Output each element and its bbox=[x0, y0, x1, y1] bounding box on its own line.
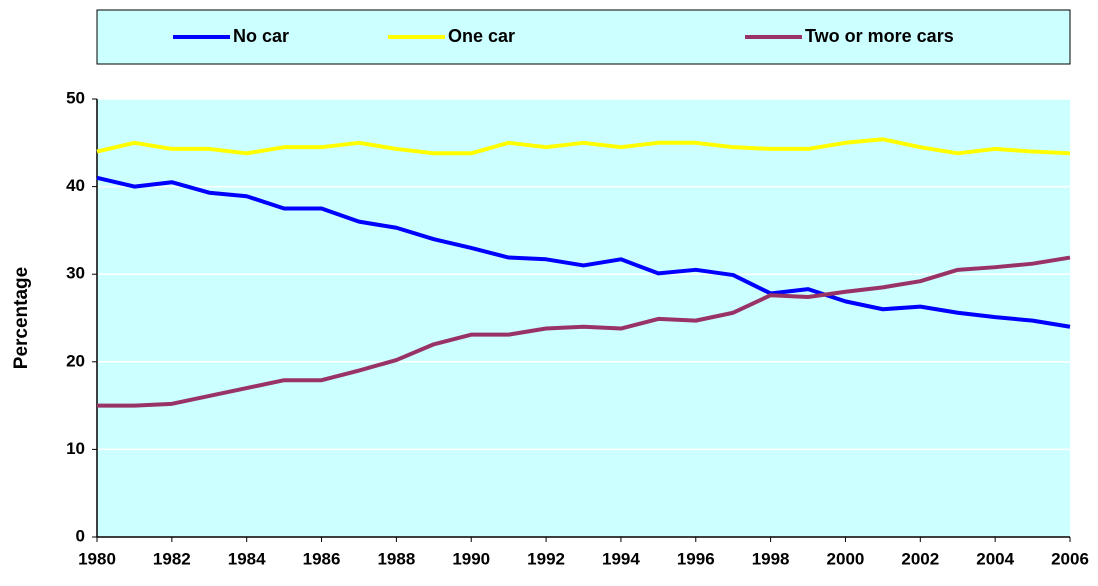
y-tick-label: 10 bbox=[66, 439, 85, 458]
x-tick-label: 1986 bbox=[303, 549, 341, 568]
plot-area bbox=[97, 99, 1070, 537]
legend-label: Two or more cars bbox=[805, 26, 954, 46]
x-tick-label: 2000 bbox=[827, 549, 865, 568]
y-tick-label: 20 bbox=[66, 351, 85, 370]
x-tick-label: 1996 bbox=[677, 549, 715, 568]
x-tick-label: 1984 bbox=[228, 549, 266, 568]
x-tick-label: 1998 bbox=[752, 549, 790, 568]
y-axis-label: Percentage bbox=[11, 267, 32, 369]
x-tick-label: 1988 bbox=[377, 549, 415, 568]
data-line bbox=[96, 137, 1071, 156]
x-tick-label: 1990 bbox=[452, 549, 490, 568]
legend-label: One car bbox=[448, 26, 515, 46]
y-tick-label: 50 bbox=[66, 88, 85, 107]
x-tick-label: 1982 bbox=[153, 549, 191, 568]
x-tick-label: 2002 bbox=[901, 549, 939, 568]
x-tick-label: 1980 bbox=[78, 549, 116, 568]
data-line bbox=[97, 255, 1071, 408]
y-tick-label: 30 bbox=[66, 264, 85, 283]
legend-box bbox=[96, 9, 1071, 65]
data-line bbox=[96, 175, 1071, 329]
x-tick-label: 2004 bbox=[976, 549, 1014, 568]
y-tick-label: 0 bbox=[76, 526, 85, 545]
x-tick-label: 1992 bbox=[527, 549, 565, 568]
x-tick-label: 1994 bbox=[602, 549, 640, 568]
legend-label: No car bbox=[233, 26, 289, 46]
x-tick-label: 2006 bbox=[1051, 549, 1089, 568]
y-tick-label: 40 bbox=[66, 176, 85, 195]
